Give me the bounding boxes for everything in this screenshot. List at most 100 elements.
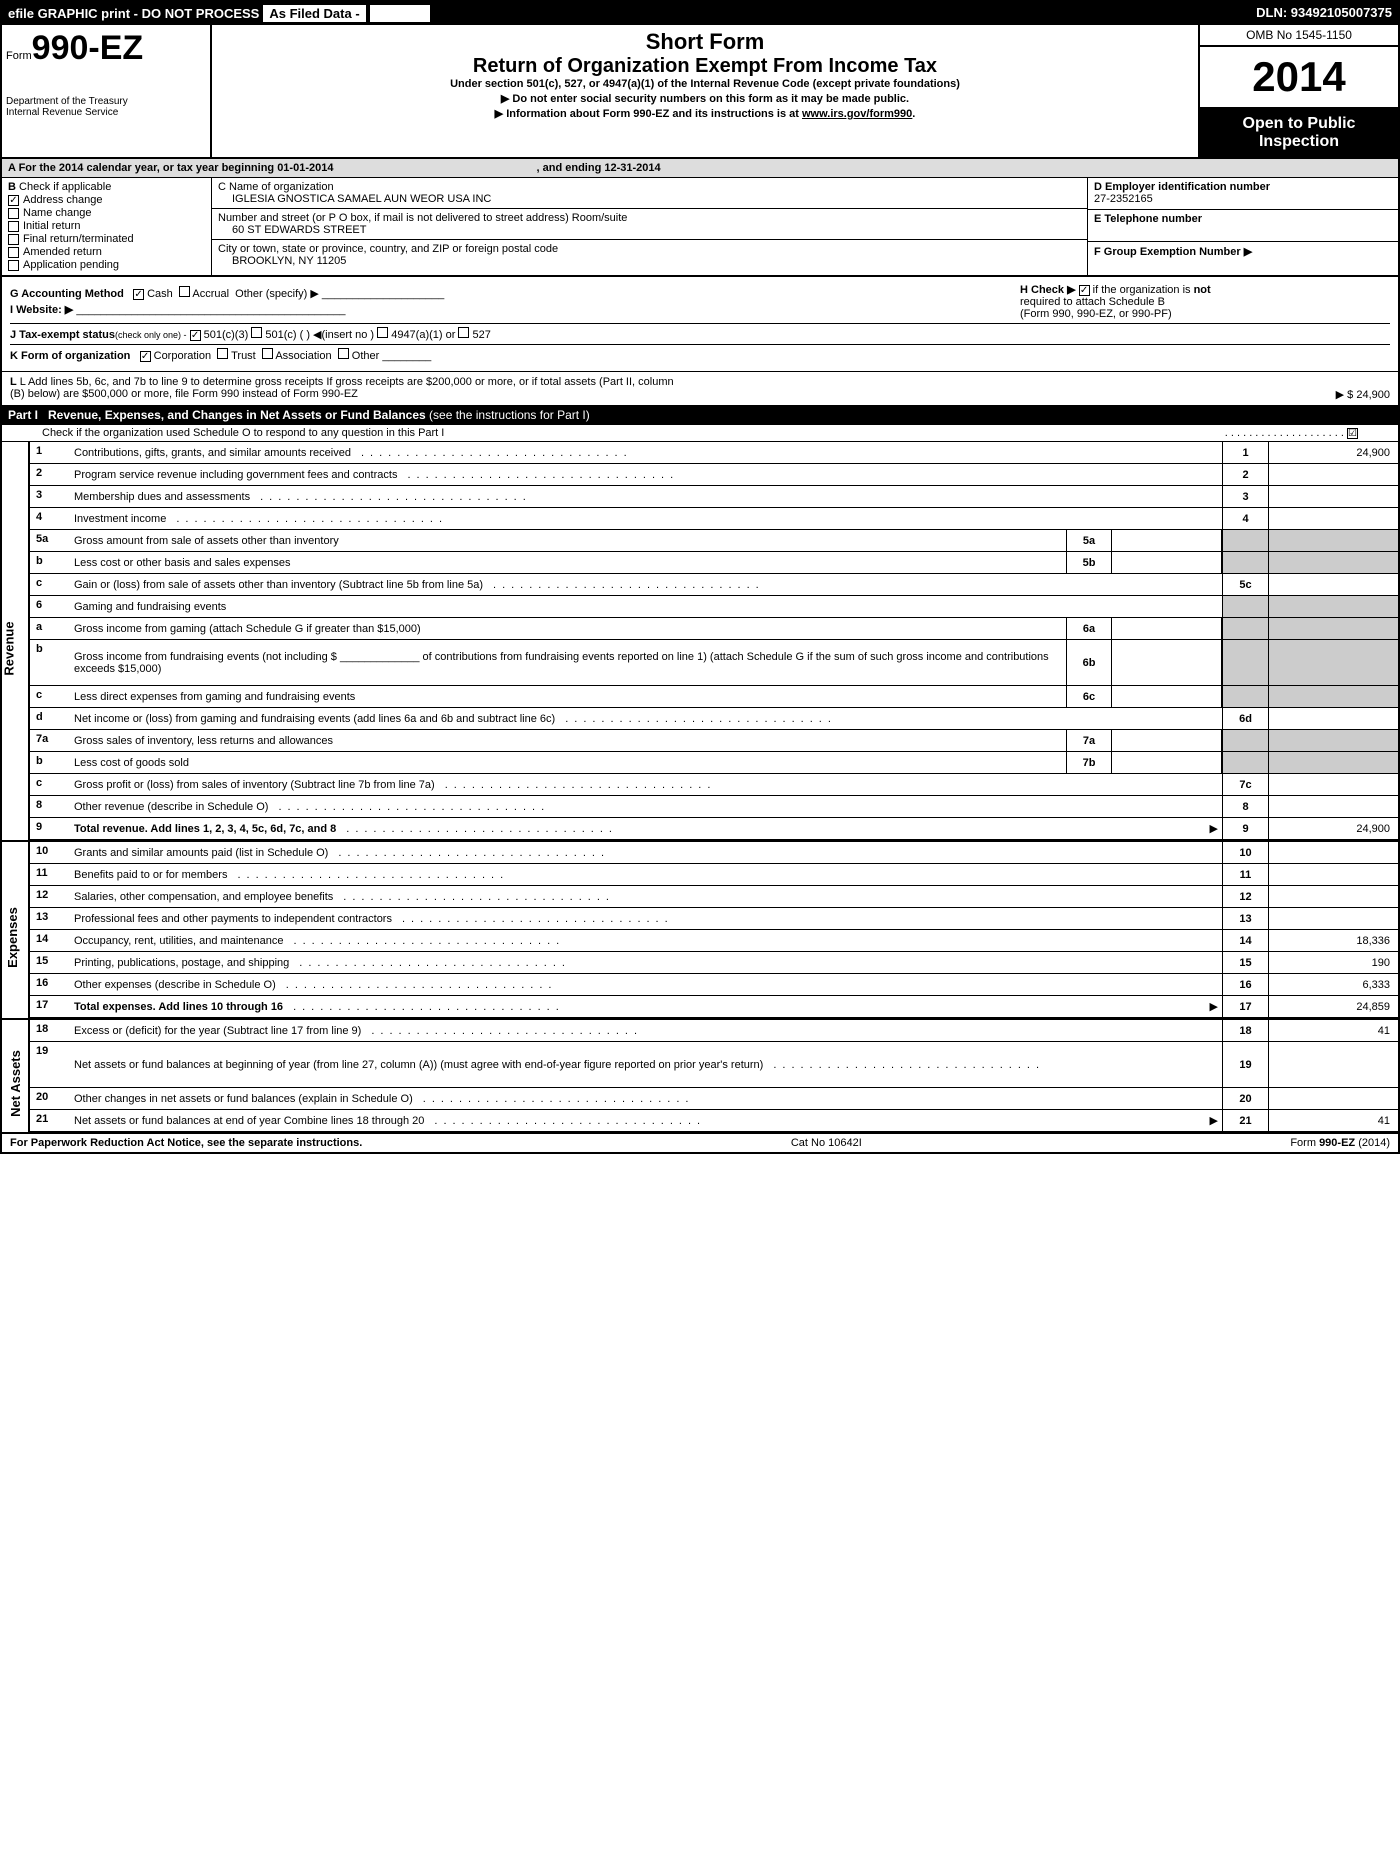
line-row-b: bLess cost of goods sold7b (30, 752, 1398, 774)
col-def: D Employer identification number 27-2352… (1088, 178, 1398, 275)
header-row: Form990-EZ Department of the Treasury In… (2, 25, 1398, 159)
line-amt: 6,333 (1268, 974, 1398, 995)
expenses-section: Expenses 10Grants and similar amounts pa… (2, 840, 1398, 1018)
line-row-21: 21Net assets or fund balances at end of … (30, 1110, 1398, 1132)
cb-trust[interactable] (217, 348, 228, 359)
j-527: 527 (473, 329, 491, 341)
cb-schedule-o[interactable]: ☑ (1347, 428, 1358, 439)
line-ref: 2 (1222, 464, 1268, 485)
line-ref: 18 (1222, 1020, 1268, 1041)
line-row-9: 9Total revenue. Add lines 1, 2, 3, 4, 5c… (30, 818, 1398, 840)
open2: Inspection (1206, 133, 1392, 151)
line-desc: Gain or (loss) from sale of assets other… (70, 574, 1222, 595)
line-desc: Other changes in net assets or fund bala… (70, 1088, 1222, 1109)
line-num: 4 (30, 508, 70, 529)
cb-name-change[interactable] (8, 208, 19, 219)
line-amt-gray (1268, 640, 1398, 685)
line-ref: 5c (1222, 574, 1268, 595)
cb-527[interactable] (458, 327, 469, 338)
cb-accrual[interactable] (179, 286, 190, 297)
col-c-name: C Name of organization IGLESIA GNOSTICA … (212, 178, 1087, 209)
line-desc: Benefits paid to or for members.........… (70, 864, 1222, 885)
g-other: Other (specify) ▶ (235, 288, 319, 300)
cb-amended-return[interactable] (8, 247, 19, 258)
dept-treasury: Department of the Treasury (6, 96, 206, 107)
line-j: J Tax-exempt status(check only one) - ✓ … (10, 323, 1390, 341)
line-ref-gray (1222, 530, 1268, 551)
line-row-3: 3Membership dues and assessments........… (30, 486, 1398, 508)
line-ref: 3 (1222, 486, 1268, 507)
j-4947: 4947(a)(1) or (391, 329, 455, 341)
line-num: 3 (30, 486, 70, 507)
line-desc: Less cost or other basis and sales expen… (70, 552, 1066, 573)
line-desc: Investment income.......................… (70, 508, 1222, 529)
line-desc: Excess or (deficit) for the year (Subtra… (70, 1020, 1222, 1041)
c-name-value: IGLESIA GNOSTICA SAMAEL AUN WEOR USA INC (218, 193, 1081, 205)
cb-initial-return[interactable] (8, 221, 19, 232)
line-ref-gray (1222, 686, 1268, 707)
line-num: 13 (30, 908, 70, 929)
dept-irs: Internal Revenue Service (6, 107, 206, 118)
line-desc: Total revenue. Add lines 1, 2, 3, 4, 5c,… (70, 818, 1222, 839)
netassets-label-text: Net Assets (8, 1050, 23, 1117)
line-num: 10 (30, 842, 70, 863)
col-b: B Check if applicable ✓Address changeNam… (2, 178, 212, 275)
line-num: c (30, 774, 70, 795)
line-h: H Check ▶ ✓ if the organization is not r… (1010, 283, 1390, 320)
cb-4947[interactable] (377, 327, 388, 338)
line-num: 9 (30, 818, 70, 839)
line-desc: Occupancy, rent, utilities, and maintena… (70, 930, 1222, 951)
line-num: b (30, 640, 70, 685)
line-desc: Gross amount from sale of assets other t… (70, 530, 1066, 551)
dln-text: DLN: 93492105007375 (1256, 5, 1392, 22)
row-a-left: A For the 2014 calendar year, or tax yea… (8, 162, 333, 174)
form-word: Form (6, 50, 32, 62)
sub-val (1112, 752, 1222, 773)
footer-left: For Paperwork Reduction Act Notice, see … (10, 1137, 362, 1149)
line-amt (1268, 908, 1398, 929)
line-ref: 13 (1222, 908, 1268, 929)
line-desc: Gross income from gaming (attach Schedul… (70, 618, 1066, 639)
cb-h[interactable]: ✓ (1079, 285, 1090, 296)
l-text2: (B) below) are $500,000 or more, file Fo… (10, 388, 358, 401)
line-num: b (30, 752, 70, 773)
cb-other[interactable] (338, 348, 349, 359)
line-desc: Net assets or fund balances at end of ye… (70, 1110, 1222, 1131)
col-b-item-label: Initial return (23, 220, 80, 232)
line-num: 19 (30, 1042, 70, 1087)
cb-final-return-terminated[interactable] (8, 234, 19, 245)
line-desc: Other revenue (describe in Schedule O)..… (70, 796, 1222, 817)
line-ref: 8 (1222, 796, 1268, 817)
f-label: F Group Exemption Number ▶ (1094, 246, 1252, 258)
h-line3: (Form 990, 990-EZ, or 990-PF) (1020, 308, 1390, 320)
line-desc: Less cost of goods sold (70, 752, 1066, 773)
cb-501c3[interactable]: ✓ (190, 330, 201, 341)
line-amt: 190 (1268, 952, 1398, 973)
netassets-section: Net Assets 18Excess or (deficit) for the… (2, 1018, 1398, 1132)
sub-ref: 5a (1066, 530, 1112, 551)
line-amt-gray (1268, 552, 1398, 573)
cb-cash[interactable]: ✓ (133, 289, 144, 300)
line-row-20: 20Other changes in net assets or fund ba… (30, 1088, 1398, 1110)
cb-application-pending[interactable] (8, 260, 19, 271)
col-e: E Telephone number (1088, 210, 1398, 242)
entity-block: B Check if applicable ✓Address changeNam… (2, 178, 1398, 277)
line-ref-gray (1222, 640, 1268, 685)
cb-address-change[interactable]: ✓ (8, 195, 19, 206)
open1: Open to Public (1206, 115, 1392, 133)
line-desc: Total expenses. Add lines 10 through 16.… (70, 996, 1222, 1017)
g-cash: Cash (147, 288, 173, 300)
irs-link[interactable]: www.irs.gov/form990 (802, 108, 912, 120)
cb-501c[interactable] (251, 327, 262, 338)
cb-assoc[interactable] (262, 348, 273, 359)
sub-val (1112, 686, 1222, 707)
line-ref: 14 (1222, 930, 1268, 951)
line-num: 5a (30, 530, 70, 551)
cb-corp[interactable]: ✓ (140, 351, 151, 362)
line-row-12: 12Salaries, other compensation, and empl… (30, 886, 1398, 908)
g-label: G Accounting Method (10, 288, 124, 300)
line-desc: Printing, publications, postage, and shi… (70, 952, 1222, 973)
line-row-d: dNet income or (loss) from gaming and fu… (30, 708, 1398, 730)
line-num: c (30, 686, 70, 707)
line-amt (1268, 1088, 1398, 1109)
